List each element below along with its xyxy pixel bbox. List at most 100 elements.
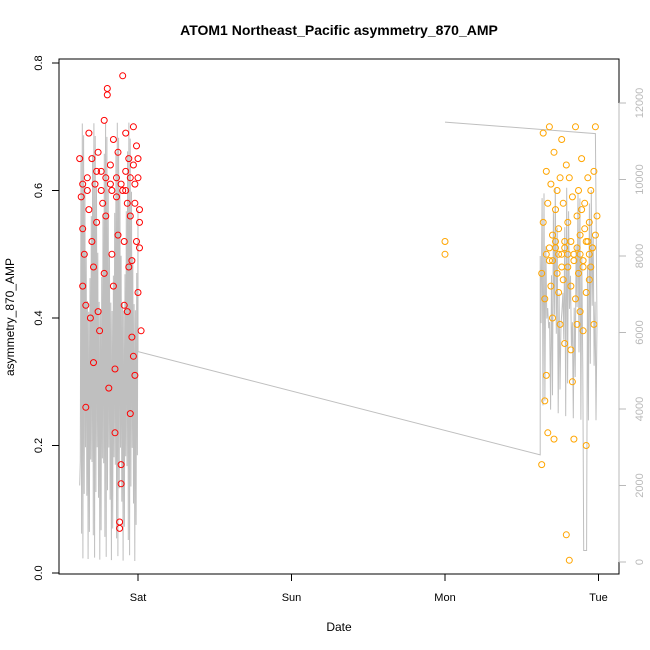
y2-tick-label: 10000 (634, 164, 646, 195)
data-point (103, 85, 111, 92)
data-point (541, 397, 549, 405)
data-point (561, 244, 569, 252)
x-axis-label: Date (326, 620, 352, 634)
data-point (578, 155, 586, 163)
data-point (111, 429, 119, 437)
data-point (582, 289, 590, 296)
data-point (559, 276, 567, 284)
data-point (544, 429, 552, 437)
y2-tick-label: 6000 (634, 320, 646, 344)
data-point (579, 257, 587, 265)
data-point (88, 155, 96, 163)
data-point (564, 250, 572, 258)
data-point (553, 187, 561, 194)
data-point (108, 187, 116, 194)
data-point (94, 148, 102, 156)
data-point (134, 155, 142, 163)
data-point (106, 180, 114, 188)
data-point (575, 187, 582, 194)
data-point (555, 250, 563, 258)
data-point (545, 257, 553, 265)
y-tick-label: 0.0 (33, 565, 45, 580)
data-point (99, 199, 107, 207)
data-point (568, 193, 576, 201)
data-point (136, 244, 143, 252)
y2-series-layer (79, 121, 598, 562)
y2-tick-label: 12000 (634, 88, 646, 119)
data-point (96, 327, 104, 335)
data-point (552, 238, 559, 245)
data-point (126, 174, 134, 182)
data-point (565, 556, 573, 564)
data-point (542, 371, 550, 379)
y2-series-line (79, 121, 598, 562)
data-point (94, 308, 102, 316)
data-point (584, 174, 592, 182)
data-point (539, 218, 547, 226)
data-point (541, 295, 549, 303)
data-point (122, 129, 130, 137)
data-point (564, 218, 572, 226)
data-point (102, 174, 110, 182)
data-point (572, 295, 579, 303)
data-point (136, 218, 143, 226)
data-point (593, 212, 601, 220)
data-point (97, 187, 105, 194)
y2-tick-label: 2000 (634, 473, 646, 497)
data-point (549, 257, 556, 265)
y-tick-label: 0.2 (33, 438, 45, 453)
data-point (572, 123, 579, 131)
data-point (570, 257, 578, 265)
data-point (573, 244, 581, 252)
data-point (120, 301, 128, 309)
data-point (120, 238, 128, 245)
data-point (109, 136, 117, 143)
data-point (86, 314, 94, 322)
data-point (131, 199, 139, 207)
x-tick-label: Sat (130, 592, 147, 604)
data-point (441, 238, 449, 245)
data-point (585, 276, 593, 284)
data-point (137, 327, 145, 335)
data-point (558, 263, 566, 271)
data-point (93, 218, 101, 226)
data-point (129, 352, 137, 360)
x-tick-label: Sun (282, 592, 302, 604)
data-point (83, 174, 91, 182)
data-point (106, 161, 114, 169)
data-point (97, 167, 105, 175)
data-point (576, 308, 584, 316)
data-point (100, 269, 108, 277)
data-point (587, 263, 595, 271)
data-point (542, 167, 550, 175)
data-point (570, 435, 578, 443)
data-point (119, 187, 127, 194)
data-point (545, 123, 553, 131)
data-point (559, 199, 567, 207)
data-point (82, 403, 90, 411)
data-point (83, 187, 91, 194)
data-point (122, 187, 130, 194)
data-point (555, 225, 563, 233)
data-point (123, 308, 131, 316)
data-point (119, 72, 127, 80)
data-point (85, 206, 93, 214)
data-point (79, 225, 87, 233)
data-point (136, 206, 143, 214)
data-point (125, 155, 133, 163)
data-point (102, 212, 110, 220)
plot-frame (58, 58, 620, 575)
data-point (552, 206, 559, 214)
data-point (579, 263, 587, 271)
data-point (553, 269, 561, 277)
data-point (113, 193, 120, 201)
data-point (558, 136, 566, 143)
data-point (116, 524, 124, 532)
data-point (126, 212, 134, 220)
data-point (441, 250, 449, 258)
data-point (562, 531, 570, 539)
data-point (109, 282, 117, 290)
data-point (85, 129, 93, 137)
data-point (117, 180, 125, 188)
axes-layer: Sat Sun Mon Tue 0.0 0.2 0.4 0.6 0.8 0 2000 4000 6000… (33, 55, 646, 604)
